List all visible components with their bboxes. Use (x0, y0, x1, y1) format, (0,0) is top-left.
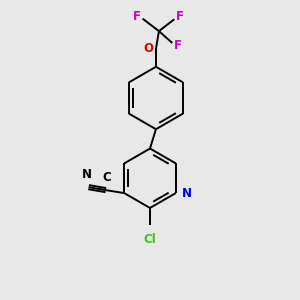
Text: C: C (102, 171, 111, 184)
Text: O: O (144, 42, 154, 55)
Text: F: F (133, 10, 141, 23)
Text: Cl: Cl (144, 232, 156, 246)
Text: N: N (182, 187, 192, 200)
Text: F: F (174, 39, 182, 52)
Text: F: F (176, 10, 184, 23)
Text: N: N (82, 168, 92, 181)
